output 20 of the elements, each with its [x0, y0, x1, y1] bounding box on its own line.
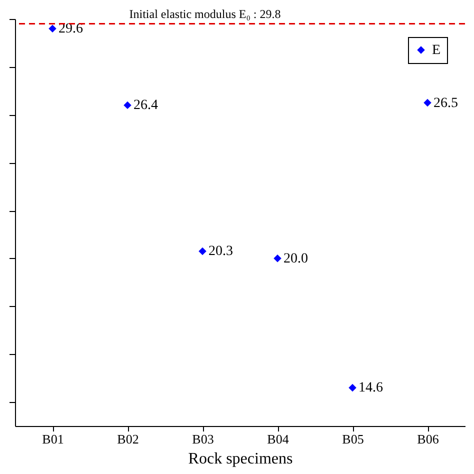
point: [198, 247, 206, 256]
data-label: 14.6: [358, 380, 383, 396]
data-label: 26.5: [434, 96, 458, 111]
point: [424, 98, 432, 107]
legend-label: E: [432, 43, 441, 58]
x-tick-label: B04: [267, 432, 290, 446]
data-label: 20.3: [208, 244, 233, 260]
x-tick-label: B02: [117, 432, 139, 446]
x-tick-label: B03: [192, 432, 214, 446]
point: [348, 384, 356, 392]
point: [48, 24, 56, 32]
data-label: 20.0: [284, 251, 308, 266]
x-tick-label: B06: [417, 432, 440, 446]
point: [274, 254, 282, 262]
ref-line-label: Initial elastic modulus E₀ : 29.8: [129, 6, 281, 21]
x-tick-label: B05: [342, 432, 364, 446]
point: [124, 101, 132, 110]
x-tick-label: B01: [42, 432, 64, 446]
x-axis-title: Rock specimens: [188, 450, 293, 468]
data-label: 26.4: [134, 98, 158, 114]
